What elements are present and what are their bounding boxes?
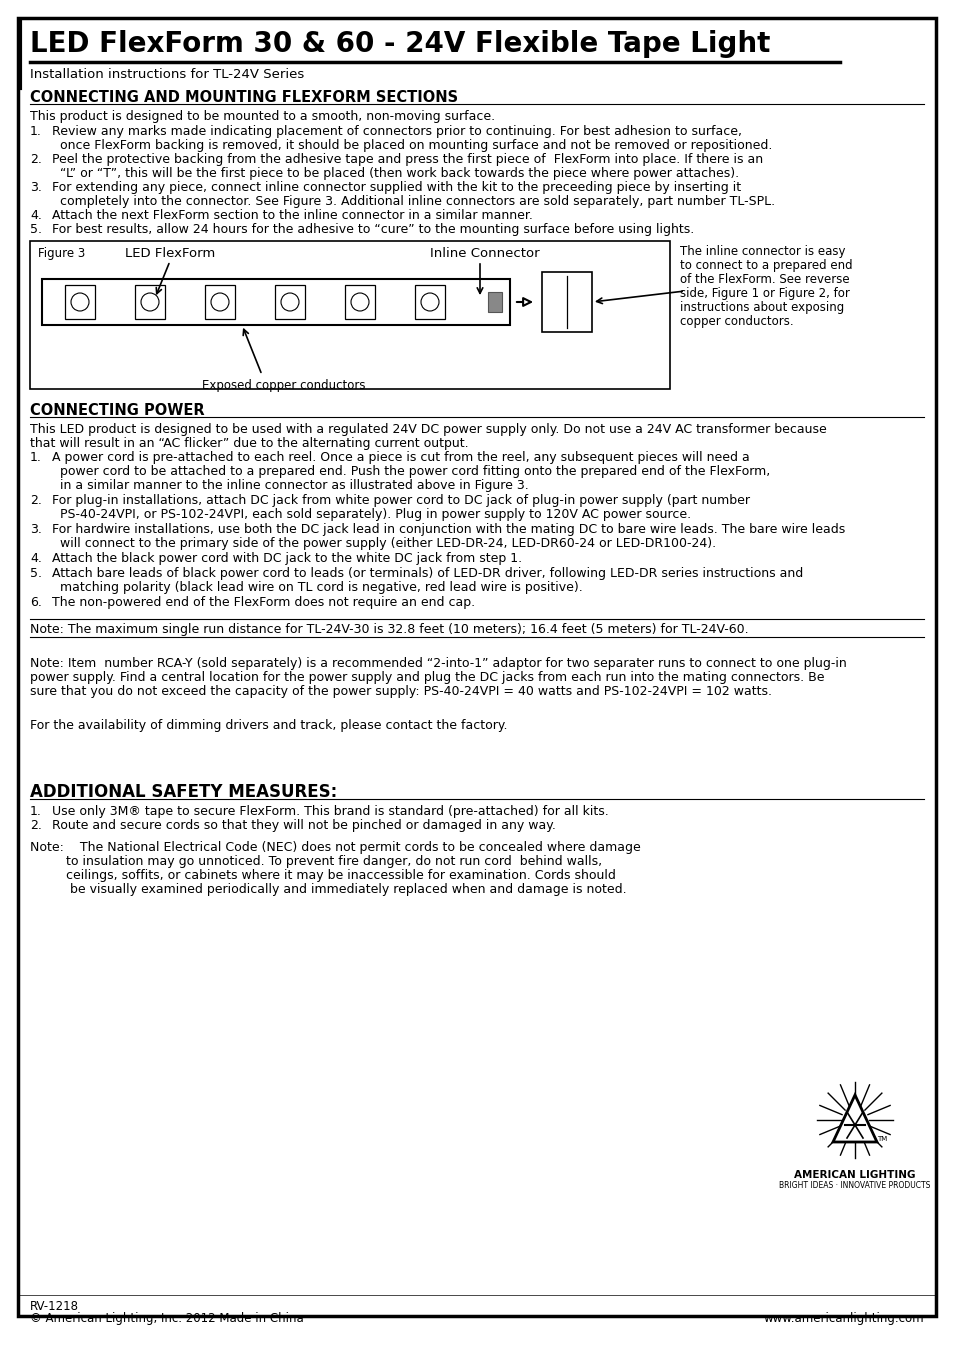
- Bar: [274, 285, 305, 319]
- Text: 3.: 3.: [30, 522, 42, 536]
- Text: The non-powered end of the FlexForm does not require an end cap.: The non-powered end of the FlexForm does…: [52, 595, 475, 609]
- Text: RV-1218: RV-1218: [30, 1300, 79, 1314]
- Text: For plug-in installations, attach DC jack from white power cord to DC jack of pl: For plug-in installations, attach DC jac…: [52, 494, 749, 508]
- Text: sure that you do not exceed the capacity of the power supply: PS-40-24VPI = 40 w: sure that you do not exceed the capacity…: [30, 684, 771, 698]
- Text: Route and secure cords so that they will not be pinched or damaged in any way.: Route and secure cords so that they will…: [52, 819, 556, 832]
- Text: www.americanlighting.com: www.americanlighting.com: [762, 1312, 923, 1324]
- Bar: [345, 285, 375, 319]
- Text: © American Lighting, Inc. 2012 Made in China: © American Lighting, Inc. 2012 Made in C…: [30, 1312, 303, 1324]
- Bar: [415, 285, 444, 319]
- Text: 4.: 4.: [30, 552, 42, 566]
- Text: Peel the protective backing from the adhesive tape and press the first piece of : Peel the protective backing from the adh…: [52, 153, 762, 166]
- Text: Note: The maximum single run distance for TL-24V-30 is 32.8 feet (10 meters); 16: Note: The maximum single run distance fo…: [30, 622, 748, 636]
- Text: in a similar manner to the inline connector as illustrated above in Figure 3.: in a similar manner to the inline connec…: [60, 479, 528, 491]
- Text: to connect to a prepared end: to connect to a prepared end: [679, 259, 852, 271]
- Text: 3.: 3.: [30, 181, 42, 194]
- Text: be visually examined periodically and immediately replaced when and damage is no: be visually examined periodically and im…: [30, 883, 626, 896]
- Circle shape: [281, 293, 298, 310]
- Text: 1.: 1.: [30, 805, 42, 818]
- Polygon shape: [832, 1095, 876, 1142]
- Text: 2.: 2.: [30, 153, 42, 166]
- Text: PS-40-24VPI, or PS-102-24VPI, each sold separately). Plug in power supply to 120: PS-40-24VPI, or PS-102-24VPI, each sold …: [60, 508, 690, 521]
- Text: 5.: 5.: [30, 223, 42, 236]
- Bar: [135, 285, 165, 319]
- Text: TM: TM: [876, 1135, 886, 1142]
- Text: LED FlexForm 30 & 60 - 24V Flexible Tape Light: LED FlexForm 30 & 60 - 24V Flexible Tape…: [30, 30, 770, 58]
- Bar: [30, 242, 669, 389]
- Text: 1.: 1.: [30, 451, 42, 464]
- Circle shape: [351, 293, 369, 310]
- Circle shape: [71, 293, 89, 310]
- Text: 4.: 4.: [30, 209, 42, 221]
- Text: Inline Connector: Inline Connector: [430, 247, 539, 261]
- Text: The inline connector is easy: The inline connector is easy: [679, 244, 844, 258]
- Text: ADDITIONAL SAFETY MEASURES:: ADDITIONAL SAFETY MEASURES:: [30, 783, 337, 801]
- Text: that will result in an “AC flicker” due to the alternating current output.: that will result in an “AC flicker” due …: [30, 437, 468, 450]
- Text: This LED product is designed to be used with a regulated 24V DC power supply onl: This LED product is designed to be used …: [30, 423, 826, 436]
- Text: matching polarity (black lead wire on TL cord is negative, red lead wire is posi: matching polarity (black lead wire on TL…: [60, 580, 582, 594]
- Text: CONNECTING AND MOUNTING FLEXFORM SECTIONS: CONNECTING AND MOUNTING FLEXFORM SECTION…: [30, 90, 457, 105]
- Text: 5.: 5.: [30, 567, 42, 580]
- Bar: [65, 285, 95, 319]
- Text: Installation instructions for TL-24V Series: Installation instructions for TL-24V Ser…: [30, 68, 304, 81]
- Text: Attach bare leads of black power cord to leads (or terminals) of LED-DR driver, : Attach bare leads of black power cord to…: [52, 567, 802, 580]
- Text: 1.: 1.: [30, 126, 42, 138]
- Text: A power cord is pre-attached to each reel. Once a piece is cut from the reel, an: A power cord is pre-attached to each ree…: [52, 451, 749, 464]
- Text: copper conductors.: copper conductors.: [679, 315, 793, 328]
- Text: For hardwire installations, use both the DC jack lead in conjunction with the ma: For hardwire installations, use both the…: [52, 522, 844, 536]
- Text: Exposed copper conductors: Exposed copper conductors: [202, 379, 365, 391]
- Text: 6.: 6.: [30, 595, 42, 609]
- Text: “L” or “T”, this will be the first piece to be placed (then work back towards th: “L” or “T”, this will be the first piece…: [60, 167, 739, 180]
- Circle shape: [211, 293, 229, 310]
- Text: side, Figure 1 or Figure 2, for: side, Figure 1 or Figure 2, for: [679, 288, 849, 300]
- Text: 2.: 2.: [30, 494, 42, 508]
- Text: completely into the connector. See Figure 3. Additional inline connectors are so: completely into the connector. See Figur…: [60, 194, 774, 208]
- Text: Figure 3: Figure 3: [38, 247, 85, 261]
- Circle shape: [141, 293, 159, 310]
- Text: power cord to be attached to a prepared end. Push the power cord fitting onto th: power cord to be attached to a prepared …: [60, 464, 769, 478]
- Text: For extending any piece, connect inline connector supplied with the kit to the p: For extending any piece, connect inline …: [52, 181, 740, 194]
- Bar: [205, 285, 234, 319]
- Text: Note:    The National Electrical Code (NEC) does not permit cords to be conceale: Note: The National Electrical Code (NEC)…: [30, 841, 640, 855]
- Bar: [541, 271, 592, 332]
- Text: Attach the next FlexForm section to the inline connector in a similar manner.: Attach the next FlexForm section to the …: [52, 209, 533, 221]
- Text: of the FlexForm. See reverse: of the FlexForm. See reverse: [679, 273, 849, 286]
- Bar: [42, 279, 510, 325]
- Text: power supply. Find a central location for the power supply and plug the DC jacks: power supply. Find a central location fo…: [30, 671, 823, 684]
- Text: For the availability of dimming drivers and track, please contact the factory.: For the availability of dimming drivers …: [30, 720, 507, 732]
- Text: This product is designed to be mounted to a smooth, non-moving surface.: This product is designed to be mounted t…: [30, 109, 495, 123]
- Text: LED FlexForm: LED FlexForm: [125, 247, 215, 261]
- Bar: [488, 292, 501, 312]
- Text: once FlexForm backing is removed, it should be placed on mounting surface and no: once FlexForm backing is removed, it sho…: [60, 139, 772, 153]
- Text: instructions about exposing: instructions about exposing: [679, 301, 843, 315]
- Text: BRIGHT IDEAS · INNOVATIVE PRODUCTS: BRIGHT IDEAS · INNOVATIVE PRODUCTS: [779, 1181, 930, 1189]
- Text: ceilings, soffits, or cabinets where it may be inaccessible for examination. Cor: ceilings, soffits, or cabinets where it …: [30, 869, 616, 882]
- Text: Attach the black power cord with DC jack to the white DC jack from step 1.: Attach the black power cord with DC jack…: [52, 552, 521, 566]
- Text: 2.: 2.: [30, 819, 42, 832]
- Text: CONNECTING POWER: CONNECTING POWER: [30, 404, 204, 418]
- Text: Use only 3M® tape to secure FlexForm. This brand is standard (pre-attached) for : Use only 3M® tape to secure FlexForm. Th…: [52, 805, 608, 818]
- Text: Note: Item  number RCA-Y (sold separately) is a recommended “2-into-1” adaptor f: Note: Item number RCA-Y (sold separately…: [30, 657, 846, 670]
- Text: to insulation may go unnoticed. To prevent fire danger, do not run cord  behind : to insulation may go unnoticed. To preve…: [30, 855, 601, 868]
- Text: AMERICAN LIGHTING: AMERICAN LIGHTING: [794, 1170, 915, 1180]
- Text: For best results, allow 24 hours for the adhesive to “cure” to the mounting surf: For best results, allow 24 hours for the…: [52, 223, 694, 236]
- Text: Review any marks made indicating placement of connectors prior to continuing. Fo: Review any marks made indicating placeme…: [52, 126, 741, 138]
- Circle shape: [420, 293, 438, 310]
- Text: will connect to the primary side of the power supply (either LED-DR-24, LED-DR60: will connect to the primary side of the …: [60, 537, 716, 549]
